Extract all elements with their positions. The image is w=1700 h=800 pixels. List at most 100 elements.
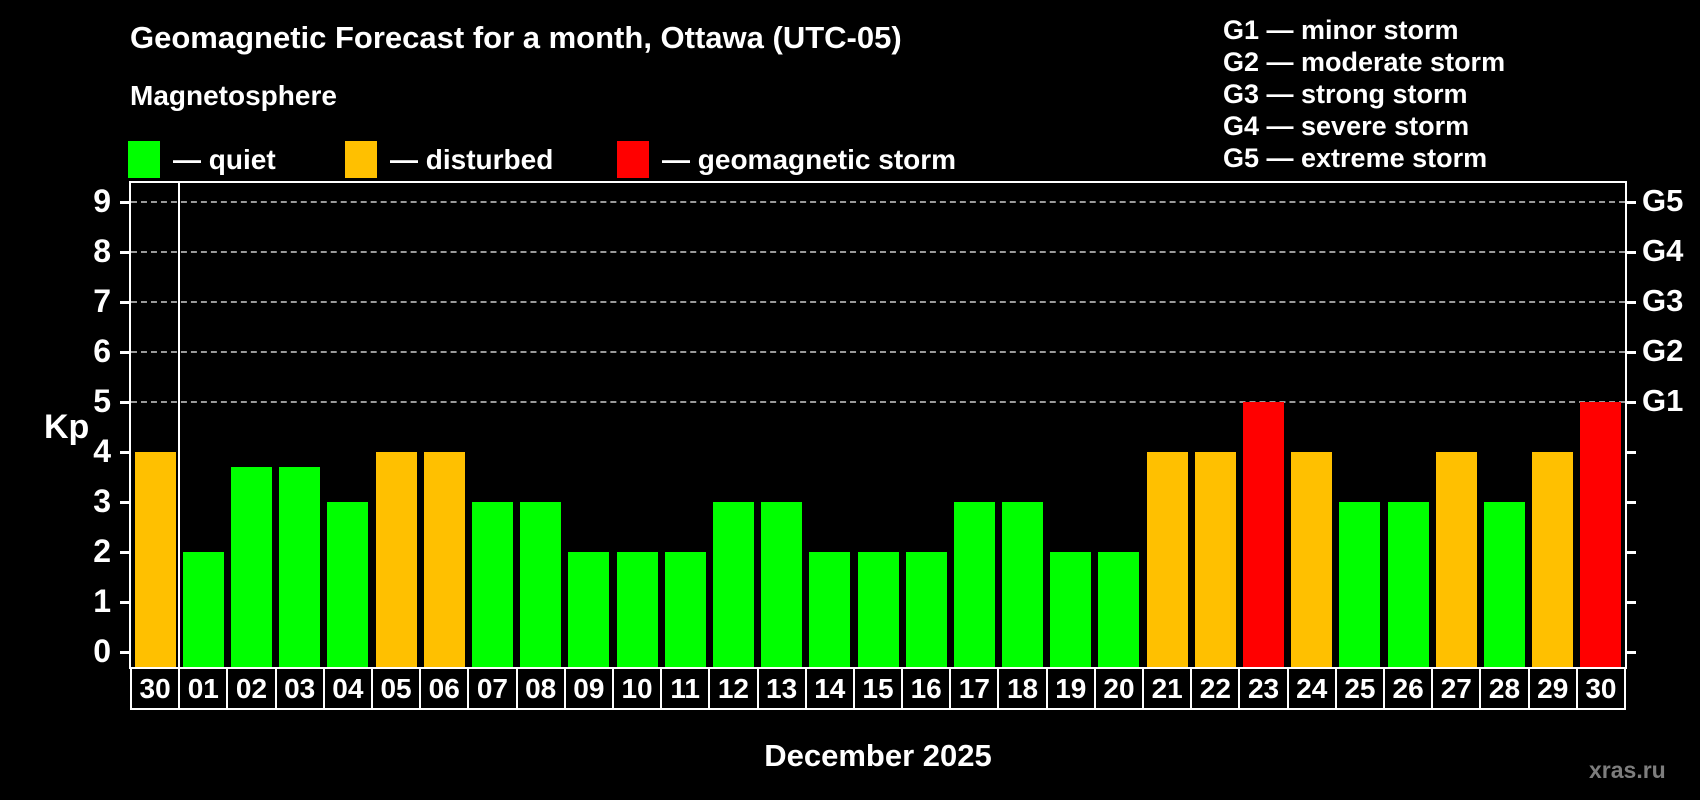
kp-bar-day-11 bbox=[664, 552, 706, 667]
day-label-cell-14: 14 bbox=[804, 667, 855, 710]
watermark: xras.ru bbox=[1589, 757, 1666, 783]
y-tick-left-7 bbox=[120, 300, 131, 304]
right-axis-label-G2: G2 bbox=[1642, 333, 1684, 368]
gridline-kp6 bbox=[131, 351, 1625, 353]
y-axis-title: Kp bbox=[44, 408, 90, 446]
disturbed-swatch-icon bbox=[345, 141, 377, 178]
kp-bar-day-26 bbox=[1387, 502, 1429, 667]
day-label-cell-24: 24 bbox=[1286, 667, 1337, 710]
right-axis-label-G1: G1 bbox=[1642, 383, 1684, 418]
legend-label-storm: — geomagnetic storm bbox=[662, 143, 957, 175]
kp-bar-day-17 bbox=[953, 502, 995, 667]
kp-bar-day-15 bbox=[857, 552, 899, 667]
y-tick-label-2: 2 bbox=[93, 533, 111, 569]
day-label-cell-17: 17 bbox=[949, 667, 1000, 710]
kp-bar-day-16 bbox=[905, 552, 947, 667]
kp-bar-day-09 bbox=[568, 552, 610, 667]
day-label-cell-prev-30: 30 bbox=[130, 667, 181, 710]
g-legend-line-4: G4 — severe storm bbox=[1223, 111, 1470, 141]
g-legend-line-5: G5 — extreme storm bbox=[1223, 143, 1488, 173]
kp-bar-day-24 bbox=[1291, 452, 1333, 667]
day-label-cell-09: 09 bbox=[563, 667, 614, 710]
legend-label-quiet: — quiet bbox=[173, 143, 276, 175]
gridline-kp5 bbox=[131, 401, 1625, 403]
kp-bar-day-08 bbox=[520, 502, 562, 667]
day-label-cell-03: 03 bbox=[274, 667, 325, 710]
day-label-cell-02: 02 bbox=[226, 667, 277, 710]
day-label-cell-20: 20 bbox=[1093, 667, 1145, 710]
kp-bar-day-12 bbox=[712, 502, 754, 667]
y-tick-label-5: 5 bbox=[93, 383, 111, 419]
y-tick-left-0 bbox=[120, 650, 131, 654]
kp-bar-day-22 bbox=[1194, 452, 1236, 667]
kp-bar-day-01 bbox=[182, 552, 224, 667]
y-tick-left-6 bbox=[120, 350, 131, 354]
legend-item-disturbed: — disturbed bbox=[345, 141, 553, 178]
day-label-cell-07: 07 bbox=[467, 667, 518, 710]
gridline-kp9 bbox=[131, 201, 1625, 203]
day-label-cell-13: 13 bbox=[756, 667, 807, 710]
kp-bar-day-13 bbox=[761, 502, 803, 667]
y-tick-right-5 bbox=[1625, 400, 1636, 404]
day-label-cell-01: 01 bbox=[178, 667, 229, 710]
right-axis-label-G5: G5 bbox=[1642, 183, 1684, 218]
legend-item-quiet: — quiet bbox=[128, 141, 276, 178]
day-label-cell-05: 05 bbox=[370, 667, 422, 710]
gridline-kp8 bbox=[131, 251, 1625, 253]
y-tick-right-7 bbox=[1625, 300, 1636, 304]
y-tick-left-8 bbox=[120, 250, 131, 254]
day-label-cell-27: 27 bbox=[1431, 667, 1482, 710]
y-tick-right-8 bbox=[1625, 250, 1636, 254]
kp-bar-day-14 bbox=[809, 552, 851, 667]
day-label-cell-25: 25 bbox=[1334, 667, 1386, 710]
quiet-swatch-icon bbox=[128, 141, 160, 178]
page-title: Geomagnetic Forecast for a month, Ottawa… bbox=[130, 20, 902, 55]
legend-item-storm: — geomagnetic storm bbox=[617, 141, 956, 178]
kp-bar-day-28 bbox=[1484, 502, 1526, 667]
day-label-cell-10: 10 bbox=[611, 667, 663, 710]
y-tick-left-1 bbox=[120, 600, 131, 604]
x-axis-title: December 2025 bbox=[764, 738, 992, 773]
month-separator bbox=[178, 183, 181, 667]
day-label-cell-11: 11 bbox=[660, 667, 711, 710]
right-axis-label-G3: G3 bbox=[1642, 283, 1684, 318]
y-tick-right-2 bbox=[1625, 550, 1636, 554]
y-tick-right-6 bbox=[1625, 350, 1636, 354]
g-legend-line-1: G1 — minor storm bbox=[1223, 15, 1459, 45]
kp-bar-day-05 bbox=[375, 452, 417, 667]
y-tick-label-8: 8 bbox=[93, 233, 111, 269]
y-tick-left-2 bbox=[120, 550, 131, 554]
y-tick-label-1: 1 bbox=[93, 583, 111, 619]
y-tick-left-3 bbox=[120, 500, 131, 504]
day-label-cell-22: 22 bbox=[1190, 667, 1241, 710]
day-label-cell-04: 04 bbox=[322, 667, 373, 710]
day-label-cell-08: 08 bbox=[515, 667, 566, 710]
legend-label-disturbed: — disturbed bbox=[390, 143, 554, 175]
kp-bar-day-19 bbox=[1050, 552, 1092, 667]
kp-bar-day-23 bbox=[1243, 402, 1285, 667]
day-label-cell-28: 28 bbox=[1479, 667, 1530, 710]
y-tick-label-4: 4 bbox=[93, 433, 111, 469]
kp-bar-day-10 bbox=[616, 552, 658, 667]
kp-bar-day-25 bbox=[1339, 502, 1381, 667]
day-label-cell-16: 16 bbox=[901, 667, 952, 710]
y-tick-left-5 bbox=[120, 400, 131, 404]
kp-bar-day-18 bbox=[1002, 502, 1044, 667]
kp-bar-day-27 bbox=[1435, 452, 1477, 667]
day-label-cell-23: 23 bbox=[1238, 667, 1289, 710]
y-tick-left-9 bbox=[120, 200, 131, 204]
y-tick-label-0: 0 bbox=[93, 633, 111, 669]
y-tick-label-3: 3 bbox=[93, 483, 111, 519]
kp-bar-day-02 bbox=[230, 467, 272, 667]
y-tick-label-7: 7 bbox=[93, 283, 111, 319]
kp-bar-day-07 bbox=[471, 502, 513, 667]
day-label-cell-06: 06 bbox=[419, 667, 470, 710]
kp-bar-day-04 bbox=[327, 502, 369, 667]
kp-bar-day-30 bbox=[1580, 402, 1622, 667]
day-label-cell-15: 15 bbox=[852, 667, 904, 710]
g-legend-line-3: G3 — strong storm bbox=[1223, 79, 1468, 109]
day-label-cell-19: 19 bbox=[1045, 667, 1096, 710]
y-tick-label-6: 6 bbox=[93, 333, 111, 369]
day-label-cell-26: 26 bbox=[1383, 667, 1434, 710]
kp-bar-day-29 bbox=[1532, 452, 1574, 667]
